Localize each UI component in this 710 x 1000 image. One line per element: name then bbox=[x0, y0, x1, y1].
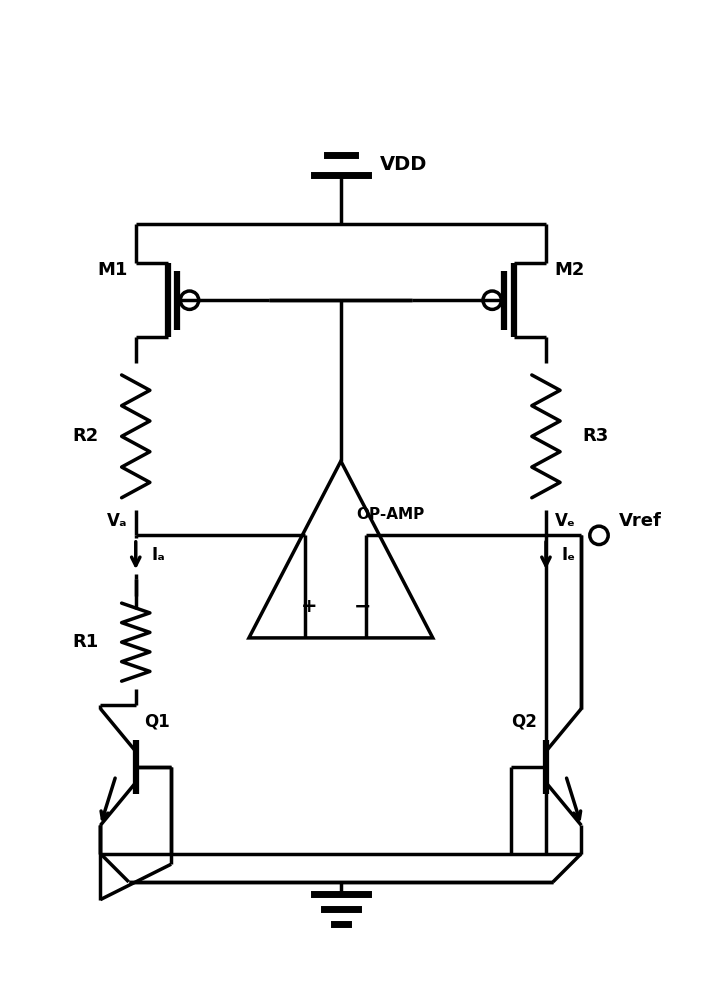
Text: −: − bbox=[354, 596, 371, 616]
Text: VDD: VDD bbox=[380, 155, 427, 174]
Text: OP-AMP: OP-AMP bbox=[356, 507, 425, 522]
Text: M2: M2 bbox=[555, 261, 585, 279]
Text: Vref: Vref bbox=[619, 512, 662, 530]
Text: R2: R2 bbox=[72, 427, 99, 445]
Text: Vₑ: Vₑ bbox=[555, 512, 575, 530]
Text: R3: R3 bbox=[583, 427, 609, 445]
Text: +: + bbox=[301, 597, 317, 616]
Text: Q2: Q2 bbox=[512, 712, 537, 730]
Text: Vₐ: Vₐ bbox=[106, 512, 127, 530]
Text: Iₑ: Iₑ bbox=[562, 546, 576, 564]
Text: M1: M1 bbox=[97, 261, 127, 279]
Text: R1: R1 bbox=[72, 633, 99, 651]
Text: Q1: Q1 bbox=[144, 712, 170, 730]
Text: Iₐ: Iₐ bbox=[151, 546, 165, 564]
